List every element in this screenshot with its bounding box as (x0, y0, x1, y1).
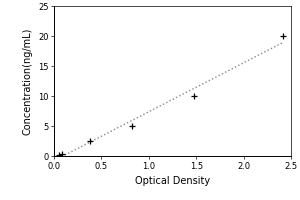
X-axis label: Optical Density: Optical Density (135, 176, 210, 186)
Y-axis label: Concentration(ng/mL): Concentration(ng/mL) (22, 27, 32, 135)
